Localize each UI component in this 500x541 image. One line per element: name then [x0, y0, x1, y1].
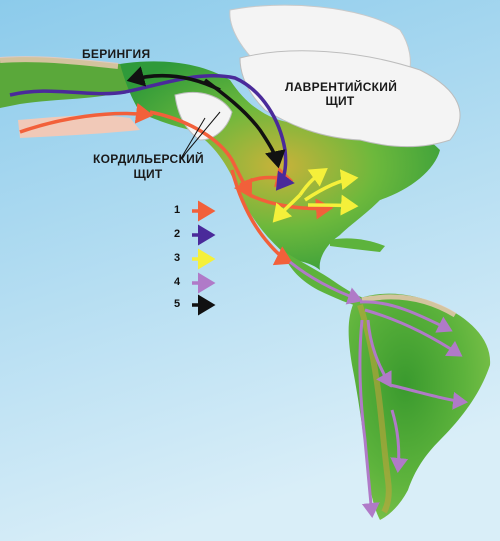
- legend-item-4: 4: [174, 276, 181, 288]
- siberia-land: [0, 57, 130, 108]
- legend-item-3: 3: [174, 252, 181, 264]
- route-5-arrows: [126, 66, 286, 169]
- cordilleran-label-line1: КОРДИЛЬЕРСКИЙ: [93, 152, 204, 166]
- route-4-arrows: [289, 260, 468, 518]
- legend-item-1: 1: [174, 204, 181, 216]
- cordilleran-leader-line: [179, 117, 206, 161]
- laurentide-label: ЛАВРЕНТИЙСКИЙ ЩИТ: [285, 80, 398, 108]
- cordilleran-label: КОРДИЛЬЕРСКИЙ ЩИТ: [93, 152, 204, 182]
- cordilleran-label-line2: ЩИТ: [133, 167, 163, 181]
- laurentide-label-line1: ЛАВРЕНТИЙСКИЙ: [285, 80, 398, 94]
- laurentide-ice-sheet: [239, 50, 461, 148]
- route-3-arrows: [272, 167, 359, 223]
- caribbean-islands: [330, 238, 385, 252]
- aleutian-shelf: [18, 115, 140, 138]
- legend-item-5: 5: [174, 298, 181, 310]
- laurentide-label-line2: ЩИТ: [325, 94, 355, 108]
- beringia-label: БЕРИНГИЯ: [82, 47, 151, 61]
- andes-range: [357, 304, 392, 514]
- legend-arrows: [192, 200, 216, 316]
- legend-item-2: 2: [174, 228, 181, 240]
